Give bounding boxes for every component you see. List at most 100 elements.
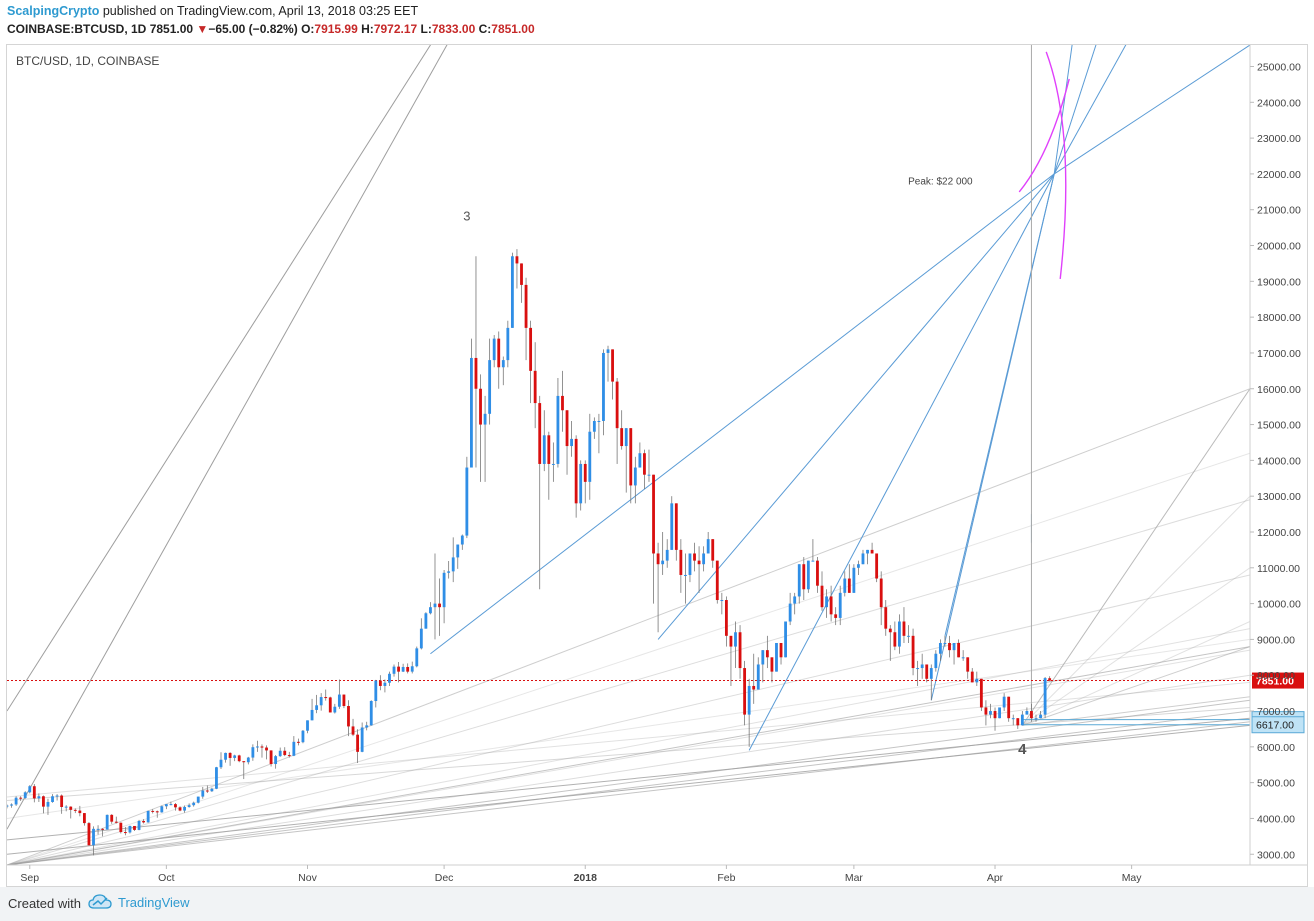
candle-body xyxy=(529,327,533,371)
candle-body xyxy=(975,678,979,683)
candle xyxy=(133,825,136,831)
candle xyxy=(324,689,328,701)
candle-body xyxy=(105,814,109,830)
candle xyxy=(429,602,432,615)
candle xyxy=(315,694,319,714)
candle xyxy=(838,585,842,626)
candle xyxy=(19,796,23,801)
candle-body xyxy=(228,752,232,758)
fan-line-blue xyxy=(1053,45,1127,175)
candle xyxy=(888,625,892,661)
y-tick-label: 11000.00 xyxy=(1257,563,1300,575)
candle-body xyxy=(738,632,742,669)
candle-body xyxy=(474,357,478,389)
candle xyxy=(224,752,227,763)
y-tick-label: 9000.00 xyxy=(1257,634,1295,646)
candle-body xyxy=(419,628,423,649)
candle xyxy=(834,607,838,626)
candle xyxy=(205,785,209,794)
candle xyxy=(392,664,396,677)
candle xyxy=(146,810,150,823)
candle xyxy=(847,564,851,593)
fan-line xyxy=(7,699,1250,865)
candle xyxy=(602,349,605,436)
candle xyxy=(670,496,674,550)
candle xyxy=(629,428,633,504)
candle xyxy=(119,822,123,834)
candle xyxy=(752,653,756,704)
candle xyxy=(592,417,596,439)
author-link[interactable]: ScalpingCrypto xyxy=(7,4,100,18)
candle xyxy=(515,249,519,289)
candle-body xyxy=(633,467,637,486)
fan-line xyxy=(7,574,1250,865)
candle-body xyxy=(897,621,901,647)
candle xyxy=(510,252,514,328)
candle xyxy=(474,256,478,468)
candle-body xyxy=(424,613,428,629)
candle-body xyxy=(884,607,888,629)
high-value: 7972.17 xyxy=(373,22,418,36)
candle-body xyxy=(123,832,127,834)
candle xyxy=(465,456,469,539)
candle-body xyxy=(934,653,938,669)
trend-line xyxy=(7,706,1250,802)
candle-body xyxy=(770,657,774,672)
candle xyxy=(479,374,482,482)
y-tick-label: 17000.00 xyxy=(1257,348,1301,360)
candle-body xyxy=(388,673,391,683)
candle-body xyxy=(902,621,906,636)
candle xyxy=(811,539,815,562)
candle xyxy=(966,657,970,679)
candle xyxy=(556,378,560,468)
candle-body xyxy=(674,503,678,550)
candle xyxy=(160,805,164,813)
candle xyxy=(497,331,501,389)
candle-body xyxy=(42,796,45,807)
candle xyxy=(1025,707,1029,715)
candle-body xyxy=(879,578,883,608)
candle-body xyxy=(246,757,250,763)
x-tick-label: Sep xyxy=(20,872,39,884)
candle xyxy=(679,539,683,593)
candle xyxy=(784,621,787,658)
candle xyxy=(137,819,141,831)
candle-body xyxy=(333,706,337,713)
tradingview-brand[interactable]: TradingView xyxy=(88,894,190,910)
price-label-text: 7851.00 xyxy=(1256,676,1294,688)
candle xyxy=(333,703,337,714)
candle xyxy=(1043,677,1047,719)
candle-body xyxy=(702,553,706,565)
candle xyxy=(1007,696,1011,722)
candle xyxy=(365,721,369,731)
candle-body xyxy=(542,435,546,464)
candle xyxy=(192,801,196,807)
candle-body xyxy=(101,828,105,830)
candle xyxy=(169,801,173,806)
fan-line-blue xyxy=(657,173,1055,640)
fan-line xyxy=(7,628,1250,865)
candle-body xyxy=(174,804,177,808)
candle xyxy=(246,756,250,765)
candle-body xyxy=(866,549,869,554)
fan-line xyxy=(7,388,1250,865)
candle xyxy=(460,534,464,550)
candle-body xyxy=(510,256,514,328)
candle xyxy=(597,413,601,454)
candle xyxy=(1016,718,1020,729)
candle-body xyxy=(638,453,642,468)
candle-body xyxy=(1025,711,1029,715)
candle-body xyxy=(146,810,150,823)
candle-body xyxy=(565,410,569,447)
candle-body xyxy=(1002,696,1006,708)
candle xyxy=(1011,714,1015,726)
candle-body xyxy=(806,560,810,590)
candle-body xyxy=(32,786,36,799)
last-price: 7851.00 xyxy=(149,22,194,36)
candle xyxy=(761,650,765,683)
candle xyxy=(251,744,255,761)
candle xyxy=(401,663,405,672)
candle xyxy=(278,747,282,757)
